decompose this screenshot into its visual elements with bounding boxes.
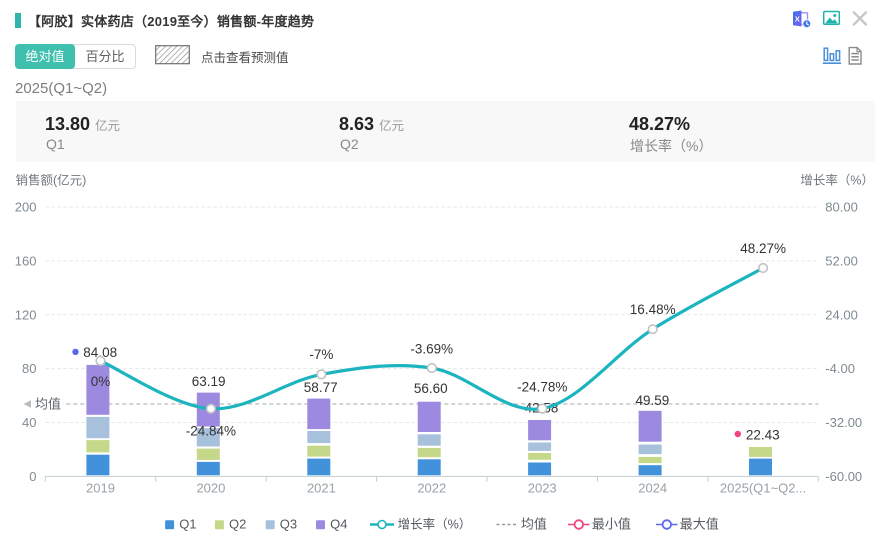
svg-text:最小值: 最小值: [592, 517, 631, 532]
svg-text:0%: 0%: [91, 374, 111, 389]
svg-text:增长率（%）: 增长率（%）: [398, 517, 472, 532]
svg-text:160: 160: [15, 253, 37, 268]
svg-text:56.60: 56.60: [414, 381, 448, 396]
svg-text:40: 40: [22, 415, 36, 430]
svg-text:2022: 2022: [417, 481, 446, 496]
svg-text:2025(Q1~Q2...: 2025(Q1~Q2...: [720, 481, 806, 496]
svg-text:0: 0: [29, 469, 36, 484]
svg-text:120: 120: [15, 307, 37, 322]
svg-text:22.43: 22.43: [746, 427, 780, 442]
svg-text:52.00: 52.00: [825, 253, 858, 268]
svg-text:2024: 2024: [638, 481, 667, 496]
svg-text:均值: 均值: [521, 517, 547, 532]
svg-text:16.48%: 16.48%: [630, 302, 676, 317]
svg-text:200: 200: [15, 200, 37, 215]
svg-text:Q1: Q1: [179, 517, 196, 532]
svg-text:24.00: 24.00: [825, 307, 858, 322]
svg-text:最大值: 最大值: [680, 517, 719, 532]
svg-text:Q4: Q4: [330, 517, 347, 532]
svg-text:80.00: 80.00: [825, 200, 858, 215]
svg-text:-4.00: -4.00: [825, 361, 855, 376]
svg-text:增长率（%）: 增长率（%）: [800, 173, 874, 188]
svg-text:销售额(亿元): 销售额(亿元): [16, 173, 87, 188]
svg-text:-7%: -7%: [309, 347, 333, 362]
svg-text:Q3: Q3: [280, 517, 297, 532]
svg-text:58.77: 58.77: [304, 380, 338, 395]
svg-text:84.08: 84.08: [83, 345, 117, 360]
svg-text:2019: 2019: [86, 481, 115, 496]
svg-text:49.59: 49.59: [636, 393, 670, 408]
svg-text:Q2: Q2: [229, 517, 246, 532]
svg-text:-24.78%: -24.78%: [517, 379, 567, 394]
svg-text:-3.69%: -3.69%: [410, 342, 453, 357]
svg-text:2020: 2020: [196, 481, 225, 496]
svg-text:63.19: 63.19: [192, 374, 226, 389]
svg-text:2021: 2021: [307, 481, 336, 496]
svg-text:-24.84%: -24.84%: [186, 423, 236, 438]
svg-text:-32.00: -32.00: [825, 415, 862, 430]
svg-text:80: 80: [22, 361, 36, 376]
svg-text:-60.00: -60.00: [825, 469, 862, 484]
svg-text:48.27%: 48.27%: [740, 241, 786, 256]
svg-text:2023: 2023: [528, 481, 557, 496]
svg-text:均值: 均值: [35, 397, 61, 412]
svg-text:X: X: [795, 14, 800, 23]
